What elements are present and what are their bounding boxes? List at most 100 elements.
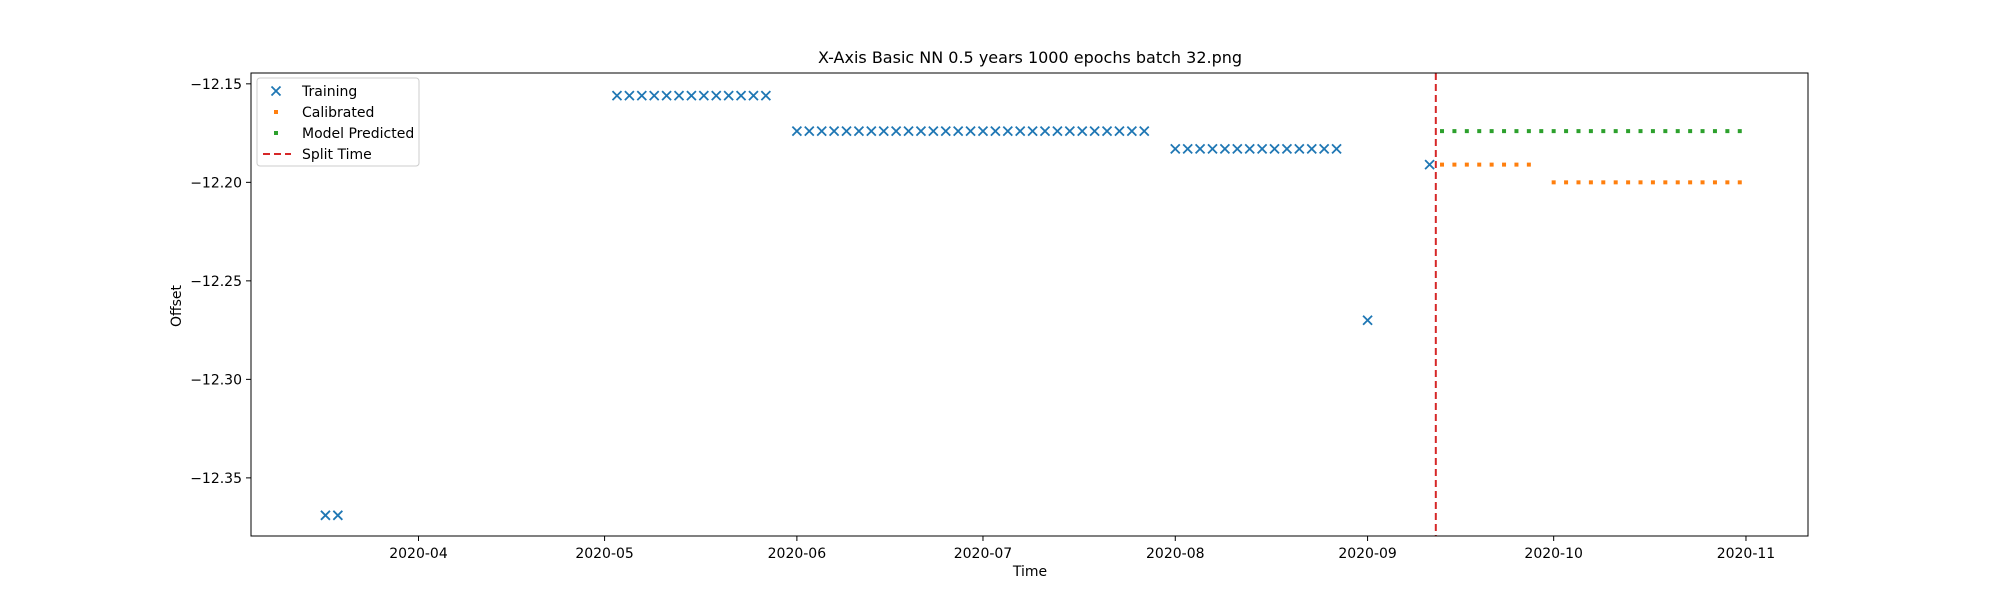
calibrated-point [1477, 162, 1482, 167]
training-point [977, 125, 989, 137]
model-predicted-point [1477, 129, 1482, 134]
training-point [1424, 159, 1435, 170]
series-calibrated [1440, 162, 1742, 185]
legend-label-calibrated: Calibrated [302, 105, 374, 121]
calibrated-point [1502, 162, 1507, 167]
calibrated-point [1601, 180, 1606, 185]
series-model-predicted [1440, 129, 1742, 134]
training-point [624, 90, 635, 101]
training-point [698, 90, 709, 101]
training-point [878, 125, 889, 137]
x-tick-label: 2020-08 [1146, 546, 1205, 562]
legend-label-split-time: Split Time [302, 147, 372, 163]
x-axis: 2020-04 2020-05 2020-06 2020-07 2020-08 2020-… [389, 536, 1775, 562]
model-predicted-point [1626, 129, 1631, 134]
model-predicted-point [1464, 129, 1469, 134]
model-predicted-point [1489, 129, 1494, 134]
training-point [711, 90, 722, 101]
plot-frame [250, 72, 1809, 537]
calibrated-point [1737, 180, 1742, 185]
model-predicted-point [1452, 129, 1457, 134]
x-tick-label: 2020-05 [575, 546, 634, 562]
x-tick-label: 2020-04 [389, 546, 448, 562]
training-point [866, 125, 877, 137]
training-point [965, 125, 976, 137]
training-point [1219, 143, 1231, 154]
y-tick-label: −12.35 [190, 471, 242, 487]
x-tick-label: 2020-09 [1338, 546, 1397, 562]
x-tick-label: 2020-11 [1717, 546, 1776, 562]
y-tick-label: −12.15 [190, 77, 242, 93]
calibrated-point [1725, 180, 1730, 185]
legend-marker-model-predicted [274, 131, 278, 135]
training-point [332, 510, 343, 521]
training-point [760, 90, 772, 101]
training-point [990, 125, 1001, 137]
model-predicted-point [1663, 129, 1668, 134]
model-predicted-point [1601, 129, 1606, 134]
training-point [1244, 143, 1255, 154]
calibrated-point [1551, 180, 1556, 185]
model-predicted-point [1576, 129, 1581, 134]
model-predicted-point [1551, 129, 1556, 134]
model-predicted-point [1650, 129, 1655, 134]
training-point [1269, 143, 1280, 154]
calibrated-point [1626, 180, 1631, 185]
y-tick-label: −12.25 [190, 274, 242, 290]
calibrated-point [1440, 162, 1445, 167]
training-point [748, 90, 759, 101]
training-point [723, 90, 734, 101]
y-axis: −12.15 −12.20 −12.25 −12.30 −12.35 [190, 77, 251, 487]
training-point [1077, 125, 1088, 137]
training-point [1281, 143, 1293, 154]
x-axis-label: Time [1012, 564, 1047, 580]
training-point [1064, 125, 1075, 137]
training-point [816, 125, 827, 137]
training-point [1101, 125, 1113, 137]
model-predicted-point [1638, 129, 1643, 134]
training-point [953, 125, 964, 137]
model-predicted-point [1688, 129, 1693, 134]
calibrated-point [1613, 180, 1618, 185]
training-point [661, 90, 672, 101]
y-tick-label: −12.30 [190, 372, 242, 388]
model-predicted-point [1588, 129, 1593, 134]
training-point [1126, 125, 1137, 137]
training-point [1027, 125, 1038, 137]
training-point [1015, 125, 1026, 137]
calibrated-point [1663, 180, 1668, 185]
training-point [1319, 143, 1330, 154]
calibrated-point [1464, 162, 1469, 167]
legend-marker-training [270, 85, 282, 97]
legend-label-training: Training [301, 84, 357, 100]
legend-marker-calibrated [274, 110, 278, 114]
model-predicted-point [1613, 129, 1618, 134]
calibrated-point [1489, 162, 1494, 167]
calibrated-point [1675, 180, 1680, 185]
training-point [636, 90, 647, 101]
training-point [1306, 143, 1317, 154]
model-predicted-point [1700, 129, 1705, 134]
training-point [1089, 125, 1100, 137]
chart-title: X-Axis Basic NN 0.5 years 1000 epochs ba… [818, 48, 1242, 67]
calibrated-point [1564, 180, 1569, 185]
training-point [611, 90, 623, 101]
training-point [735, 90, 747, 101]
legend-frame [256, 77, 420, 167]
training-point [1039, 125, 1051, 137]
training-point [1194, 143, 1206, 154]
calibrated-point [1576, 180, 1581, 185]
series-training [320, 90, 1435, 521]
model-predicted-point [1737, 129, 1742, 134]
model-predicted-point [1675, 129, 1680, 134]
training-point [928, 125, 939, 137]
calibrated-point [1638, 180, 1643, 185]
training-point [890, 125, 902, 137]
model-predicted-point [1712, 129, 1717, 134]
model-predicted-point [1440, 129, 1445, 134]
training-point [1170, 143, 1181, 154]
calibrated-point [1514, 162, 1519, 167]
training-point [1232, 143, 1243, 154]
training-point [1294, 143, 1305, 154]
